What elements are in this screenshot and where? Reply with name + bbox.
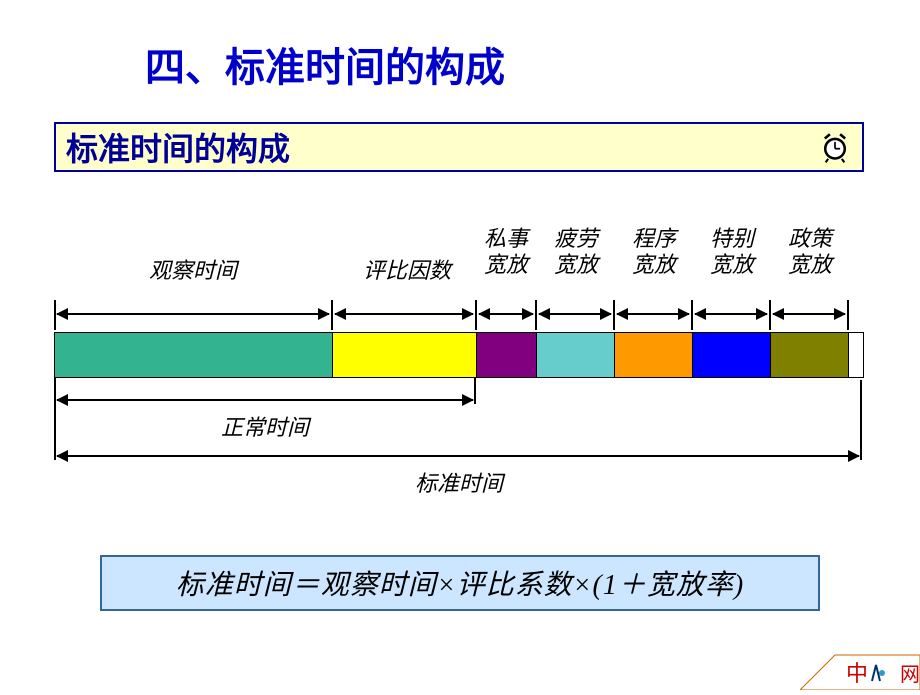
upper-tick-5 [691,300,693,330]
main-title: 四、标准时间的构成 [145,35,505,93]
upper-tick-6 [769,300,771,330]
upper-tick-4 [613,300,615,330]
upper-tick-1 [331,300,333,330]
color-bar [54,332,864,378]
upper-tick-3 [535,300,537,330]
tick-std-start [54,380,56,460]
upper-arrow-6 [773,313,845,315]
upper-tick-2 [475,300,477,330]
segment-filler [849,333,863,377]
tick-std-end [860,380,862,460]
label-normal: 正常时间 [221,410,309,442]
upper-arrow-1 [335,313,473,315]
segment-2 [477,333,537,377]
upper-arrow-0 [57,313,329,315]
upper-arrow-3 [539,313,611,315]
upper-tick-7 [847,300,849,330]
tick-normal-end [474,378,476,404]
arrow-standard [57,455,859,457]
standard-arrow-row: 标准时间 [54,446,864,496]
arrow-normal [57,399,473,401]
segment-6 [771,333,849,377]
segment-0 [55,333,333,377]
label-allow1: 私事宽放 [484,226,528,279]
normal-arrow-row: 正常时间 [54,382,864,422]
subtitle-text: 标准时间的构成 [66,124,290,170]
label-observe: 观察时间 [149,258,237,284]
label-allow3: 程序宽放 [632,226,676,279]
segment-3 [537,333,615,377]
segment-4 [615,333,693,377]
upper-arrow-4 [617,313,689,315]
formula-text: 标准时间＝观察时间×评比系数×(1＋宽放率) [176,563,744,603]
svg-text:中: 中 [846,661,868,686]
upper-tick-0 [54,300,56,330]
label-standard: 标准时间 [415,466,503,498]
label-rating: 评比因数 [363,258,451,284]
segment-1 [333,333,477,377]
subtitle-bar: 标准时间的构成 [54,122,864,172]
corner-decoration: 中 网 [800,645,920,690]
alarm-clock-icon [818,130,852,164]
upper-labels: 观察时间 评比因数 私事宽放 疲劳宽放 程序宽放 特别宽放 政策宽放 [54,210,864,300]
svg-text:网: 网 [900,664,920,686]
upper-arrow-2 [479,313,533,315]
upper-arrow-row [54,300,864,328]
label-allow4: 特别宽放 [710,226,754,279]
label-allow5: 政策宽放 [788,226,832,279]
segment-5 [693,333,771,377]
label-allow2: 疲劳宽放 [554,226,598,279]
time-composition-diagram: 观察时间 评比因数 私事宽放 疲劳宽放 程序宽放 特别宽放 政策宽放 正常时间 … [54,210,864,496]
formula-bar: 标准时间＝观察时间×评比系数×(1＋宽放率) [100,555,820,611]
upper-arrow-5 [695,313,767,315]
